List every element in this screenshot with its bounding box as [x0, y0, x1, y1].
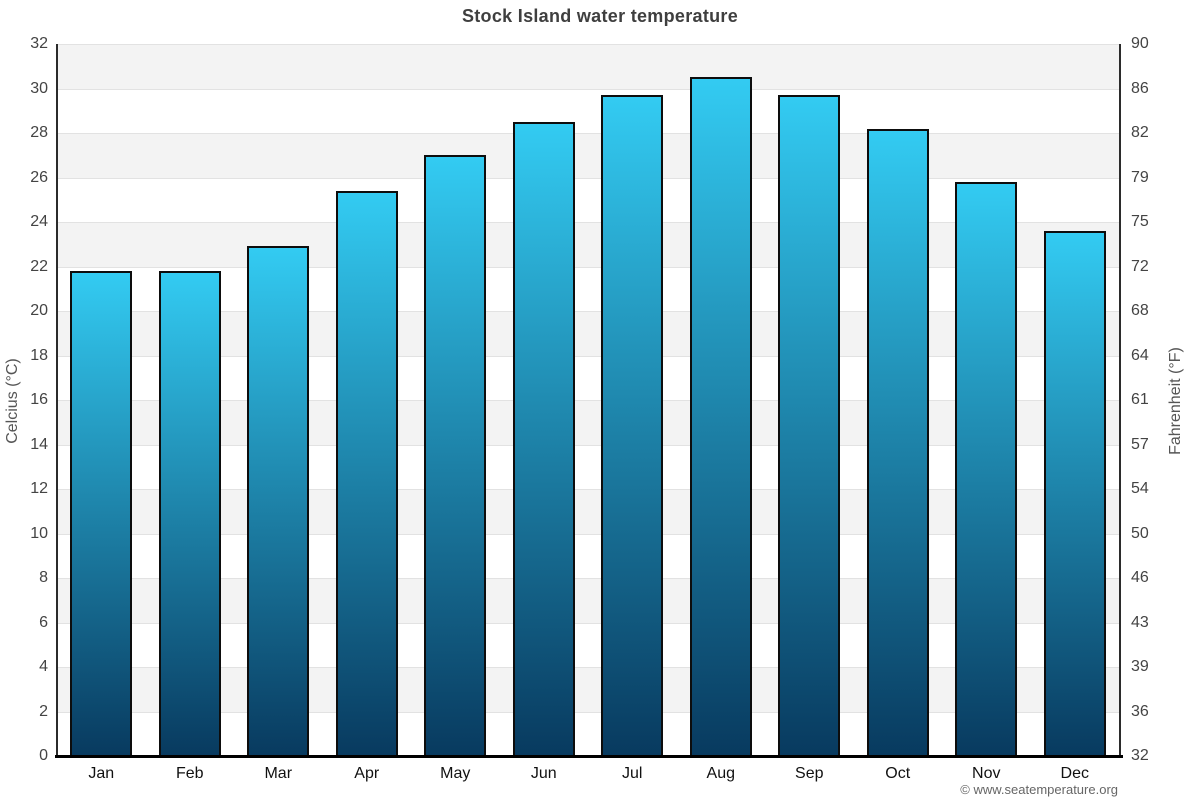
right-tick-label: 68 — [1131, 302, 1149, 319]
right-tick-label: 75 — [1131, 213, 1149, 230]
right-tick-label: 64 — [1131, 346, 1149, 364]
gridline — [57, 712, 1119, 713]
month-label: May — [440, 765, 471, 782]
grid-band — [57, 489, 1119, 534]
right-axis-line — [1119, 44, 1121, 756]
gridline — [57, 489, 1119, 490]
gridline — [57, 356, 1119, 357]
month-label: Mar — [264, 765, 293, 782]
left-tick-label: 4 — [39, 658, 48, 675]
month-label: Apr — [354, 765, 380, 782]
left-tick-label: 8 — [39, 569, 48, 586]
right-tick-label: 57 — [1131, 435, 1149, 453]
left-tick-label: 16 — [30, 391, 48, 408]
grid-band — [57, 44, 1119, 89]
right-tick-label: 72 — [1131, 257, 1149, 275]
bar — [955, 182, 1018, 756]
gridline — [57, 534, 1119, 535]
bar — [335, 191, 398, 756]
left-tick-label: 12 — [30, 480, 48, 497]
bar — [70, 271, 133, 756]
month-label: Jul — [622, 765, 643, 782]
left-tick-label: 30 — [30, 79, 48, 97]
right-tick-label: 82 — [1131, 124, 1149, 141]
gridline — [57, 667, 1119, 668]
left-tick-label: 20 — [30, 302, 48, 319]
left-tick-label: 32 — [30, 35, 48, 52]
right-tick-label: 50 — [1131, 524, 1149, 542]
left-tick-label: 10 — [30, 524, 48, 542]
bar — [778, 95, 841, 756]
grid-band — [57, 311, 1119, 356]
left-tick-label: 22 — [30, 257, 48, 275]
month-label: Sep — [795, 765, 824, 782]
left-axis-line — [56, 44, 58, 756]
gridline — [57, 267, 1119, 268]
gridline — [57, 311, 1119, 312]
left-tick-label: 26 — [30, 168, 48, 186]
right-tick-label: 79 — [1131, 168, 1149, 186]
copyright: © www.seatemperature.org — [960, 782, 1118, 797]
bar — [601, 95, 664, 756]
month-label: Aug — [706, 765, 735, 782]
left-tick-label: 28 — [30, 124, 48, 141]
bar — [512, 122, 575, 756]
left-tick-label: 24 — [30, 213, 48, 230]
right-tick-label: 32 — [1131, 747, 1149, 764]
month-label: Feb — [175, 765, 204, 782]
grid-band — [57, 400, 1119, 445]
month-label: Dec — [1060, 765, 1089, 782]
gridline — [57, 578, 1119, 579]
grid-band — [57, 578, 1119, 623]
month-label: Jan — [88, 765, 115, 782]
gridline — [57, 623, 1119, 624]
gridline — [57, 178, 1119, 179]
month-label: Nov — [972, 765, 1001, 782]
chart-title: Stock Island water temperature — [461, 6, 739, 26]
right-tick-label: 61 — [1131, 391, 1149, 408]
right-tick-label: 54 — [1131, 480, 1149, 497]
right-tick-label: 46 — [1131, 569, 1149, 586]
gridline — [57, 89, 1119, 90]
gridline — [57, 400, 1119, 401]
gridline — [57, 445, 1119, 446]
gridline — [57, 44, 1119, 45]
left-tick-label: 6 — [39, 613, 48, 631]
bar — [247, 246, 310, 756]
left-tick-label: 18 — [30, 346, 48, 364]
left-tick-label: 2 — [39, 702, 48, 720]
right-tick-label: 39 — [1131, 658, 1149, 675]
month-label: Oct — [885, 765, 911, 782]
right-tick-label: 43 — [1131, 613, 1149, 631]
left-tick-label: 0 — [39, 747, 48, 764]
gridline — [57, 133, 1119, 134]
month-label: Jun — [530, 765, 557, 782]
grid-band — [57, 133, 1119, 178]
right-tick-label: 86 — [1131, 79, 1149, 97]
grid-band — [57, 667, 1119, 712]
right-tick-label: 36 — [1131, 702, 1149, 720]
left-tick-label: 14 — [30, 435, 48, 453]
bar — [866, 129, 929, 756]
grid-band — [57, 222, 1119, 267]
right-tick-label: 90 — [1131, 35, 1149, 52]
gridline — [57, 222, 1119, 223]
bar — [158, 271, 221, 756]
bar — [1043, 231, 1106, 756]
bar — [424, 155, 487, 756]
x-axis-line — [55, 755, 1123, 758]
bar — [689, 77, 752, 756]
plot-area — [57, 44, 1119, 756]
